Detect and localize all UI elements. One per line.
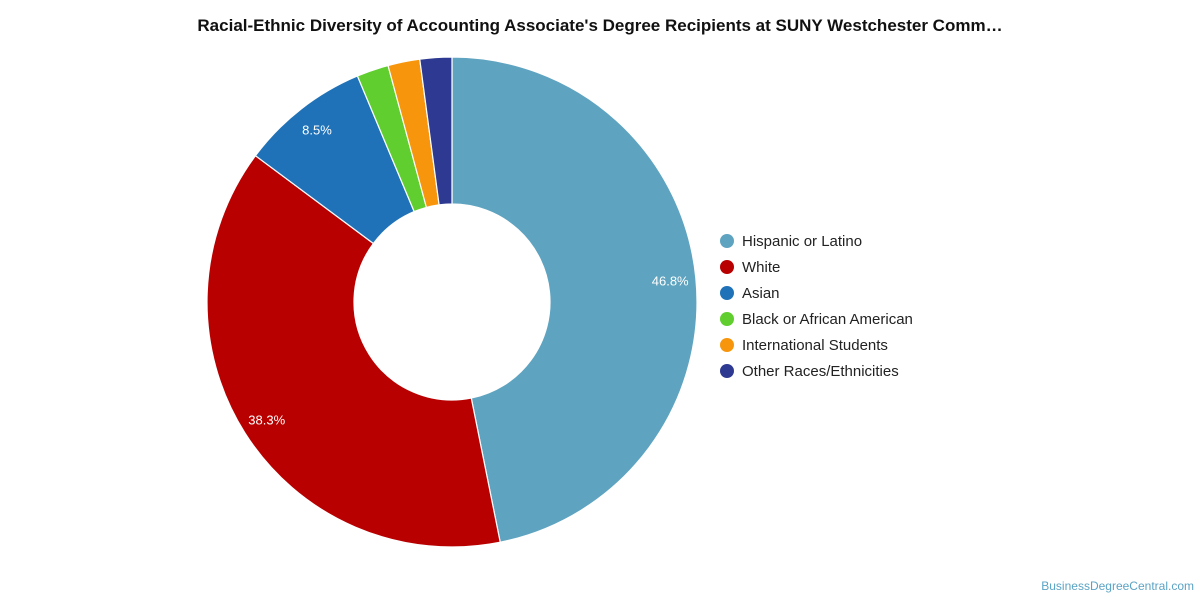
legend-label: International Students	[742, 336, 888, 354]
slice-hispanic-or-latino[interactable]	[451, 56, 698, 543]
slice-other-races-ethnicities[interactable]	[419, 56, 453, 206]
legend-label: Black or African American	[742, 310, 913, 328]
legend-label: Asian	[742, 284, 780, 302]
slice-label: 38.3%	[248, 412, 285, 427]
slice-white[interactable]	[206, 154, 501, 548]
legend-item[interactable]: Asian	[720, 280, 913, 306]
legend-swatch	[720, 364, 734, 378]
legend-label: Other Races/Ethnicities	[742, 362, 899, 380]
legend-swatch	[720, 260, 734, 274]
slice-label: 8.5%	[302, 122, 332, 137]
chart-title: Racial-Ethnic Diversity of Accounting As…	[197, 16, 1003, 35]
legend-item[interactable]: International Students	[720, 332, 913, 358]
watermark: BusinessDegreeCentral.com	[1041, 579, 1194, 593]
legend-label: Hispanic or Latino	[742, 232, 863, 250]
legend-label: White	[742, 258, 781, 276]
legend-swatch	[720, 338, 734, 352]
legend-item[interactable]: Black or African American	[720, 306, 913, 332]
legend-swatch	[720, 286, 734, 300]
legend-swatch	[720, 234, 734, 248]
slice-label: 46.8%	[652, 273, 689, 288]
legend-swatch	[720, 312, 734, 326]
legend-item[interactable]: White	[720, 254, 913, 280]
chart-legend: Hispanic or Latino White Asian Black or Afr…	[720, 228, 913, 384]
legend-item[interactable]: Other Races/Ethnicities	[720, 358, 913, 384]
legend-item[interactable]: Hispanic or Latino	[720, 228, 913, 254]
